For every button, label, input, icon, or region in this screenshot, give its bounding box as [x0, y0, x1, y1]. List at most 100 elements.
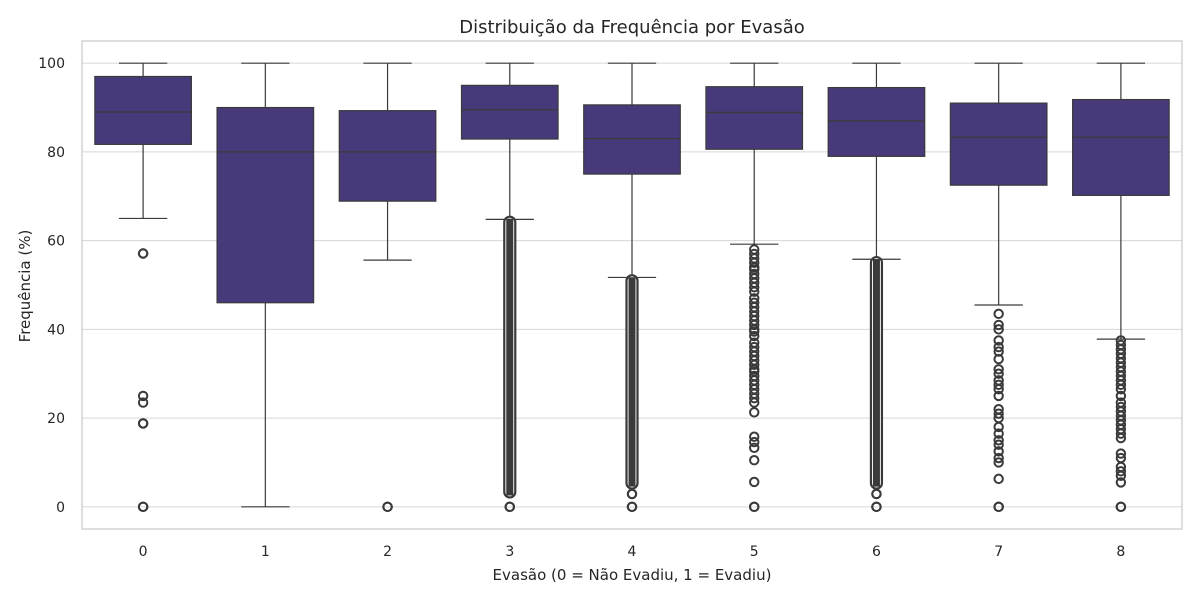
x-tick-label: 4 [628, 544, 637, 560]
outlier-point [749, 455, 760, 466]
y-tick-label: 60 [47, 234, 65, 250]
iqr-box [705, 86, 804, 150]
y-tick-labels: 0 20 40 60 80 100 [38, 56, 65, 516]
x-tick-label: 2 [383, 544, 392, 560]
outlier-point [993, 428, 1004, 439]
outlier-point [749, 359, 760, 371]
iqr-box [460, 84, 559, 140]
outlier-point [749, 501, 760, 513]
chart-title: Distribuição da Frequência por Evasão [459, 17, 805, 38]
y-tick-label: 0 [56, 500, 65, 516]
outlier-point [749, 282, 760, 293]
outlier-point [993, 421, 1004, 433]
flier-band-fill [628, 277, 636, 487]
outlier-point [1115, 390, 1127, 402]
outlier-point [382, 501, 393, 513]
outlier-point [137, 418, 149, 429]
outlier-point [749, 436, 760, 448]
outlier-point [749, 392, 760, 404]
outlier-point [749, 319, 760, 331]
outlier-point [749, 407, 760, 418]
box-group-1 [216, 62, 315, 508]
x-tick-label: 8 [1116, 544, 1125, 560]
iqr-box [1072, 98, 1170, 196]
outlier-point [993, 335, 1004, 346]
x-tick-label: 1 [261, 544, 270, 560]
outlier-point [993, 319, 1004, 331]
box-group-7 [949, 62, 1048, 513]
x-tick-label: 5 [750, 544, 759, 560]
outlier-point [626, 488, 638, 500]
outlier-point [1115, 477, 1127, 488]
y-tick-label: 80 [47, 145, 65, 161]
outlier-point [1115, 428, 1127, 439]
plot-frame [81, 40, 1183, 530]
flier-band-fill [506, 218, 514, 496]
outlier-point [993, 446, 1004, 457]
outlier-point [749, 397, 760, 408]
outlier-point [871, 488, 882, 500]
flier-band-fill [872, 259, 880, 487]
outlier-point [137, 390, 149, 402]
plot-border [81, 40, 1183, 530]
iqr-box [827, 86, 926, 157]
outlier-point [1115, 501, 1127, 513]
outlier-point [137, 501, 149, 513]
outlier-point [993, 368, 1004, 379]
outlier-point [993, 308, 1004, 320]
box-group-6 [827, 62, 926, 513]
outlier-point [993, 435, 1004, 446]
outlier-point [504, 501, 515, 513]
outlier-point [749, 442, 760, 454]
box-group-3 [460, 62, 559, 513]
outlier-point [993, 364, 1004, 375]
outlier-point [749, 257, 760, 269]
outlier-point [1115, 448, 1127, 459]
outlier-point [137, 397, 149, 408]
outlier-point [993, 473, 1004, 485]
outlier-point [993, 501, 1004, 513]
box-group-0 [94, 62, 192, 513]
outlier-point [993, 341, 1004, 353]
y-tick-label: 100 [38, 56, 65, 72]
outlier-point [871, 501, 882, 513]
outlier-point [1115, 432, 1127, 444]
outlier-point [749, 330, 760, 342]
outlier-point [626, 501, 638, 513]
outlier-point [993, 379, 1004, 391]
iqr-box [949, 102, 1048, 186]
x-tick-label: 7 [994, 544, 1003, 560]
outlier-point [993, 353, 1004, 365]
outlier-point [993, 452, 1004, 464]
iqr-box [216, 106, 315, 304]
x-tick-label: 0 [139, 544, 148, 560]
outlier-point [749, 476, 760, 488]
box-group-4 [583, 62, 681, 513]
box-group-2 [338, 62, 437, 513]
outlier-point [993, 390, 1004, 402]
y-axis-label: Frequência (%) [16, 230, 34, 343]
outlier-point [993, 457, 1004, 468]
outlier-point [993, 384, 1004, 395]
iqr-box [583, 104, 681, 175]
outlier-point [993, 408, 1004, 419]
x-axis-label: Evasão (0 = Não Evadiu, 1 = Evadiu) [493, 566, 772, 584]
x-tick-labels: 0 1 2 3 4 5 6 7 8 [139, 544, 1126, 560]
outlier-point [749, 326, 760, 337]
x-tick-label: 6 [872, 544, 881, 560]
box-group-5 [705, 62, 804, 513]
outlier-point [1115, 466, 1127, 477]
iqr-box [338, 110, 437, 202]
box-group-8 [1072, 62, 1170, 513]
outlier-point [1115, 470, 1127, 481]
outlier-point [137, 248, 149, 259]
y-tick-label: 20 [47, 411, 65, 427]
outlier-point [1115, 379, 1127, 391]
iqr-box [94, 75, 192, 145]
boxes-layer [94, 62, 1170, 513]
x-tick-label: 3 [505, 544, 514, 560]
outlier-point [749, 286, 760, 297]
outlier-point [993, 439, 1004, 450]
